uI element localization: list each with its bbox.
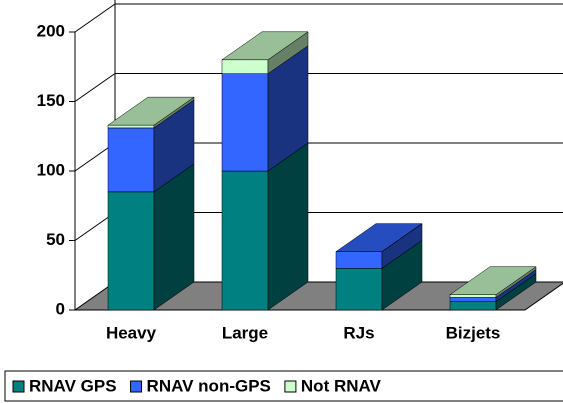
bar-top: [221, 31, 309, 61]
x-tick-label: Heavy: [106, 323, 157, 342]
bar-top: [449, 266, 537, 295]
legend-swatch: [284, 380, 297, 393]
bar-top: [107, 96, 195, 126]
bar-side: [381, 223, 423, 252]
y-tick-label: 50: [46, 230, 65, 249]
bar-front: [335, 251, 383, 269]
legend-label: RNAV non-GPS: [147, 376, 271, 395]
bar-front: [221, 170, 269, 311]
bar-front: [449, 297, 497, 302]
y-tick-label: 150: [37, 91, 65, 110]
bar-side: [267, 142, 309, 311]
bar-front: [449, 294, 497, 298]
grid-line: [74, 3, 116, 33]
bar-front: [221, 59, 269, 74]
bar-front: [449, 301, 497, 311]
y-tick-label: 200: [37, 21, 65, 40]
legend-swatch: [12, 380, 25, 393]
legend-swatch: [130, 380, 143, 393]
legend-label: Not RNAV: [301, 376, 382, 395]
bar-front: [107, 124, 155, 129]
bar-front: [335, 268, 383, 311]
x-tick-label: Large: [222, 323, 268, 342]
grid-line: [74, 73, 116, 102]
legend-box: [4, 370, 563, 402]
legend-label: RNAV GPS: [29, 376, 117, 395]
bar-front: [221, 73, 269, 172]
y-tick-label: 0: [56, 299, 65, 318]
x-tick-label: Bizjets: [446, 323, 501, 342]
y-tick-label: 100: [37, 160, 65, 179]
bar-front: [107, 191, 155, 311]
x-tick-label: RJs: [343, 323, 374, 342]
bar-front: [107, 127, 155, 193]
